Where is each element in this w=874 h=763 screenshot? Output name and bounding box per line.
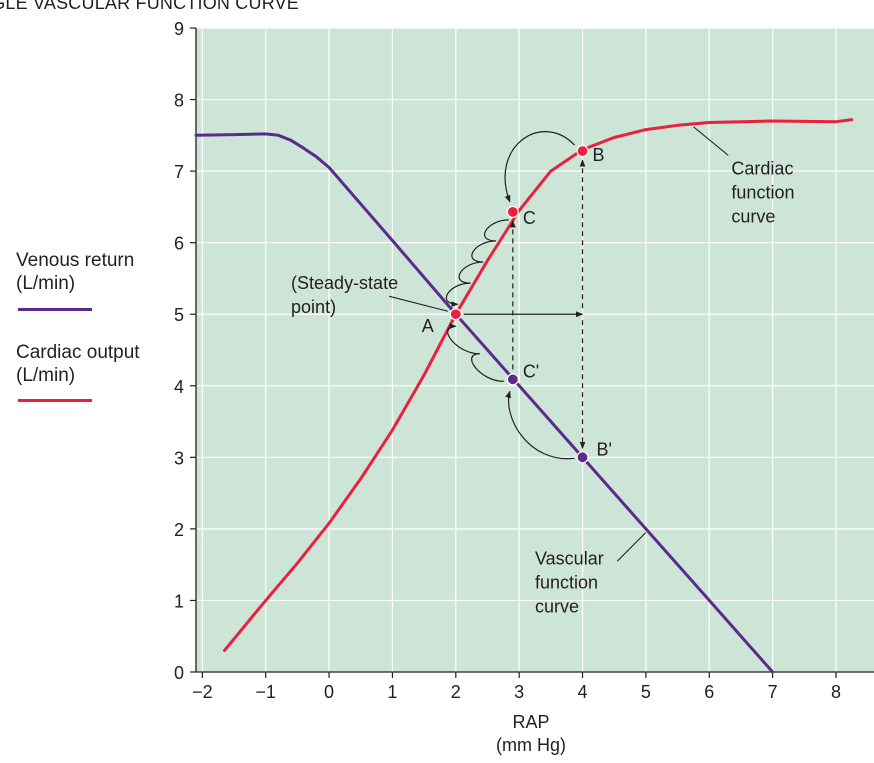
y-tick-label: 4 — [174, 377, 184, 397]
y-tick-label: 5 — [174, 305, 184, 325]
x-tick-label: 6 — [704, 682, 714, 702]
points-group: A B C C' B' — [422, 144, 612, 464]
y-tick-label: 0 — [174, 663, 184, 683]
y-tick-label: 6 — [174, 234, 184, 254]
y-tick-label: 2 — [174, 520, 184, 540]
legend-cardiac-output-label: Cardiac output (L/min) — [16, 342, 140, 386]
cardiac-function-curve-label: Cardiac function curve — [731, 159, 794, 227]
point-a — [449, 308, 462, 321]
x-tick-label: 1 — [387, 682, 397, 702]
point-b — [576, 144, 589, 158]
legend-venous-return-swatch — [18, 308, 92, 311]
y-tick-label: 7 — [174, 162, 184, 182]
y-tick-label: 3 — [174, 448, 184, 468]
point-label-c: C — [523, 208, 536, 228]
point-label-b: B — [593, 145, 605, 165]
legend-cardiac-output-swatch — [18, 399, 92, 402]
x-tick-label: −1 — [255, 682, 276, 702]
curved-arrow-b-prime-to-c-prime — [505, 390, 575, 460]
x-tick-label: 5 — [641, 682, 651, 702]
y-tick-label: 1 — [174, 591, 184, 611]
steady-state-leader — [389, 295, 448, 312]
cardiac-function-curve — [223, 118, 854, 652]
x-tick-label: 2 — [451, 682, 461, 702]
plot-area — [196, 28, 874, 672]
point-label-a: A — [422, 316, 434, 336]
y-tick-label: 8 — [174, 91, 184, 111]
point-c-prime — [506, 373, 519, 386]
series-group — [194, 118, 854, 674]
curved-arrow-b-to-c — [504, 131, 575, 203]
x-tick-label: 0 — [324, 682, 334, 702]
vascular-curve-leader — [616, 532, 647, 562]
y-tick-label: 9 — [174, 19, 184, 39]
figure-header: NGLE VASCULAR FUNCTION CURVE — [0, 0, 299, 13]
x-tick-label: −2 — [192, 682, 213, 702]
cardiac-curve-leader — [693, 126, 729, 156]
wavy-arrow-c-to-a — [445, 219, 509, 308]
x-tick-label: 7 — [768, 682, 778, 702]
steady-state-label: (Steady-state point) — [291, 273, 398, 317]
point-label-c-prime: C' — [523, 361, 539, 381]
point-c — [506, 205, 519, 218]
vascular-function-curve — [194, 132, 775, 674]
x-axis-label: RAP (mm Hg) — [496, 712, 566, 755]
vascular-function-curve-label: Vascular function curve — [535, 549, 604, 617]
x-tick-label: 3 — [514, 682, 524, 702]
axes: −2 −1 0 1 2 3 4 5 6 7 8 0 1 2 3 4 5 6 7 8 9 RAP (mm Hg) — [174, 19, 874, 755]
x-tick-label: 4 — [578, 682, 588, 702]
point-label-b-prime: B' — [597, 439, 612, 459]
annotations-group: (Steady-state point) Cardiac function curve V… — [291, 126, 794, 617]
x-tick-label: 8 — [831, 682, 841, 702]
wavy-arrow-c-prime-to-a — [447, 323, 504, 382]
legend-venous-return-label: Venous return (L/min) — [16, 250, 135, 294]
point-b-prime — [576, 451, 589, 464]
